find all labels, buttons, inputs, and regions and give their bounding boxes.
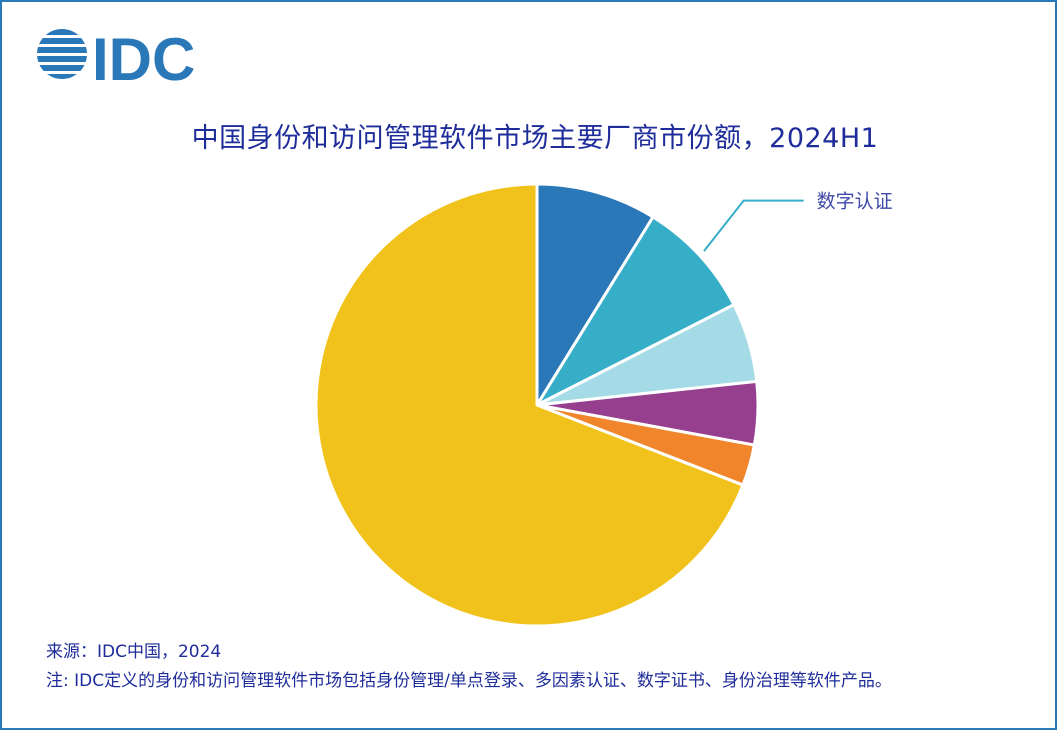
idc-logo: IDC [37,26,195,86]
leader-line-2 [703,199,804,252]
slice-label-2: 数字认证 [817,191,893,213]
pie-slice-6 [314,182,745,628]
definition-note: 注: IDC定义的身份和访问管理软件市场包括身份管理/单点登录、多因素认证、数字… [46,671,892,691]
footer-notes: 来源：IDC中国，2024 注: IDC定义的身份和访问管理软件市场包括身份管理… [46,638,892,696]
chart-title: 中国身份和访问管理软件市场主要厂商市份额，2024H1 [191,123,879,154]
logo-text: IDC [92,26,195,86]
globe-icon [37,29,87,79]
source-note: 来源：IDC中国，2024 [46,642,222,662]
pie-slice-2 [535,215,736,407]
pie-slice-1 [535,182,655,407]
